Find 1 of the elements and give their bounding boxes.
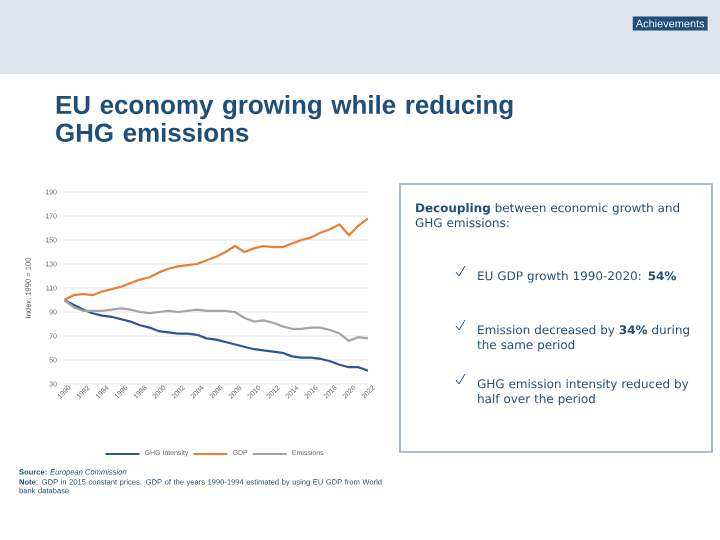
chart-title: EU economy growing while reducing GHG emissions: [56, 95, 513, 142]
